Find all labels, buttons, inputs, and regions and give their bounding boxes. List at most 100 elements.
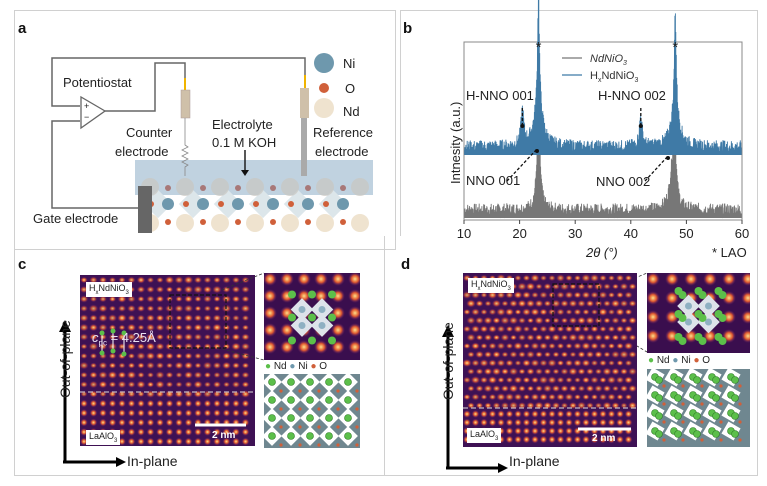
atom-column: [88, 323, 99, 332]
o-atom: [355, 407, 359, 411]
atom-column: [213, 276, 221, 284]
o-atom: [738, 384, 742, 388]
legend-c: ● Nd ● Ni ● O: [265, 361, 328, 372]
atom-column: [470, 375, 481, 385]
legend-d: ● Nd ● Ni ● O: [648, 355, 711, 366]
nd-atom: [328, 336, 336, 345]
atom-column: [521, 308, 532, 316]
atom-column: [560, 384, 569, 393]
atom-column: [175, 314, 183, 322]
atom-column: [602, 367, 612, 376]
atom-column: [98, 380, 108, 389]
atom-column: [534, 333, 544, 342]
atom-column: [624, 308, 633, 316]
atom-column: [512, 324, 524, 334]
peak-annotation: H-NNO 002: [598, 88, 666, 103]
nd-atom: [268, 378, 276, 386]
atom-column: [474, 316, 485, 325]
atom-column: [496, 325, 506, 333]
atom-column: [505, 435, 514, 444]
atom-column: [491, 367, 502, 376]
atom-column: [565, 376, 573, 384]
atom-column: [80, 305, 89, 312]
o-atom: [270, 185, 276, 191]
atom-column: [108, 295, 117, 303]
atom-column: [615, 325, 625, 333]
nd-atom: [288, 336, 296, 345]
ni-atom: [705, 318, 712, 326]
nd-atom: [674, 394, 682, 402]
atom-column: [573, 435, 582, 444]
atom-column: [156, 437, 164, 446]
atom-column: [624, 418, 633, 427]
o-atom: [340, 219, 346, 225]
atom-column: [577, 283, 586, 290]
atom-column: [582, 410, 590, 418]
atom-column: [505, 325, 514, 333]
atom-column: [627, 401, 637, 410]
atom-column: [137, 409, 145, 417]
atom-column: [624, 274, 633, 282]
atom-column: [108, 352, 117, 360]
atom-column: [627, 384, 637, 393]
atom-column: [568, 367, 578, 376]
atom-column: [560, 317, 569, 324]
atom-column: [556, 359, 565, 367]
atom-column: [136, 351, 146, 361]
nd-marker: [99, 330, 105, 336]
legend-o-label: O: [345, 81, 356, 96]
series-HxNdNiO3: [464, 0, 742, 156]
zoom-box: [552, 283, 600, 327]
atom-column: [98, 295, 108, 303]
x-tick-label: 10: [457, 226, 471, 241]
atom-column: [136, 276, 146, 284]
atom-column: [193, 333, 203, 341]
atom-column: [548, 418, 556, 427]
atom-column: [108, 305, 117, 312]
atom-column: [221, 361, 232, 370]
atom-column: [156, 428, 164, 436]
nd-atom: [287, 378, 295, 386]
atom-column: [137, 295, 145, 303]
atom-column: [585, 384, 595, 393]
atom-column: [89, 371, 98, 379]
nd-atom: [351, 178, 369, 196]
atom-column: [517, 385, 527, 392]
atom-column: [556, 410, 565, 418]
atom-column: [582, 393, 590, 401]
o-atom: [305, 185, 311, 191]
atom-column: [582, 418, 590, 427]
atom-column: [99, 333, 107, 341]
atom-column: [80, 381, 89, 388]
atom-column: [155, 285, 165, 294]
atom-column: [463, 418, 471, 427]
atom-column: [741, 329, 750, 343]
atom-column: [175, 324, 183, 331]
peak-annotation: H-NNO 001: [466, 88, 534, 103]
atom-column: [602, 384, 612, 393]
atom-column: [463, 393, 471, 401]
atom-column: [471, 410, 480, 418]
nd-atom: [211, 178, 229, 196]
atom-column: [466, 316, 476, 325]
atom-column: [616, 359, 624, 367]
nd-marker: [121, 351, 127, 357]
counter-electrode-label-2: electrode: [115, 144, 169, 159]
atom-column: [590, 291, 599, 299]
axis-in-plane-d: In-plane: [509, 453, 560, 469]
ni-atom: [318, 322, 326, 329]
atom-column: [565, 418, 573, 427]
atom-column: [231, 362, 241, 369]
atom-column: [117, 371, 127, 379]
nd-atom: [306, 414, 314, 422]
atom-column: [175, 352, 183, 360]
atom-column: [463, 410, 471, 418]
legend-o-icon: [319, 83, 329, 93]
atom-column: [547, 375, 557, 385]
atom-column: [203, 371, 212, 379]
atom-column: [610, 299, 621, 308]
atom-column: [577, 367, 586, 376]
panel-b: [400, 10, 758, 236]
opamp-minus: −: [84, 112, 90, 122]
atom-column: [576, 316, 587, 325]
